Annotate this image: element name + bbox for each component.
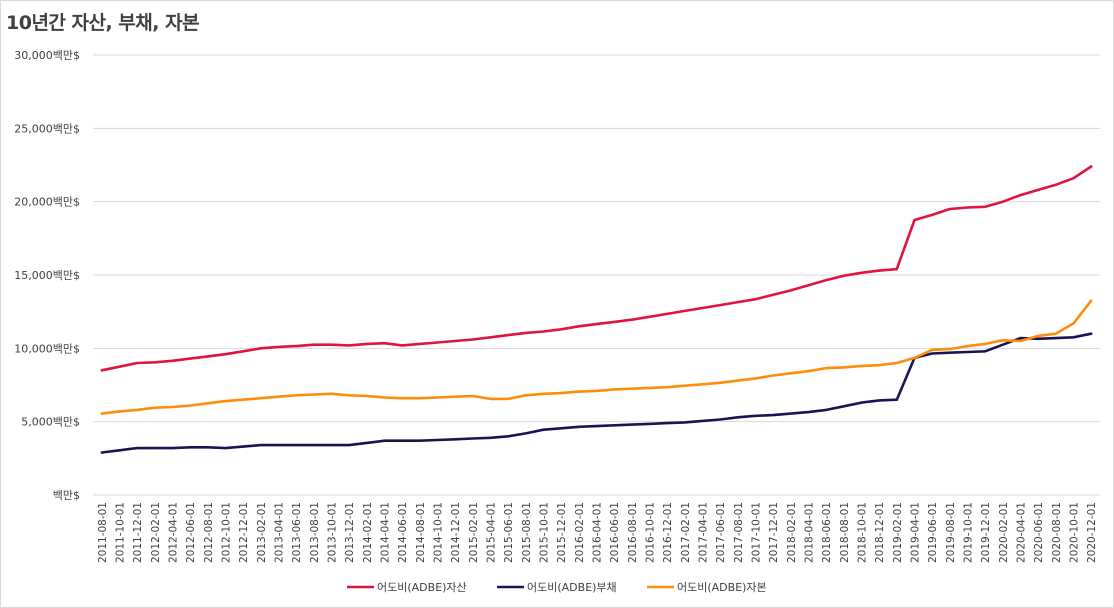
x-tick-label: 2020-08-01 — [1051, 502, 1063, 563]
x-tick-label: 2017-02-01 — [680, 502, 692, 563]
x-tick-label: 2014-06-01 — [397, 502, 409, 563]
x-tick-label: 2013-08-01 — [309, 502, 321, 563]
legend-label: 어도비(ADBE)자본 — [677, 581, 767, 594]
x-tick-label: 2018-12-01 — [874, 502, 886, 563]
legend-label: 어도비(ADBE)부채 — [527, 581, 617, 594]
x-tick-label: 2019-06-01 — [927, 502, 939, 563]
series-line — [100, 165, 1093, 372]
x-tick-label: 2015-06-01 — [503, 502, 515, 563]
x-tick-label: 2011-12-01 — [132, 502, 144, 563]
x-tick-label: 2012-12-01 — [238, 502, 250, 563]
legend: 어도비(ADBE)자산 어도비(ADBE)부채 어도비(ADBE)자본 — [347, 581, 767, 594]
x-tick-label: 2019-08-01 — [945, 502, 957, 563]
x-tick-label: 2015-12-01 — [556, 502, 568, 563]
x-tick-label: 2017-06-01 — [715, 502, 727, 563]
x-tick-label: 2019-02-01 — [892, 502, 904, 563]
x-tick-label: 2014-02-01 — [362, 502, 374, 563]
x-tick-label: 2017-10-01 — [751, 502, 763, 563]
x-tick-label: 2012-06-01 — [185, 502, 197, 563]
x-tick-label: 2016-04-01 — [592, 502, 604, 563]
x-tick-label: 2020-10-01 — [1069, 502, 1081, 563]
x-tick-label: 2014-08-01 — [415, 502, 427, 563]
legend-label: 어도비(ADBE)자산 — [377, 581, 467, 594]
x-tick-label: 2016-08-01 — [627, 502, 639, 563]
x-tick-label: 2015-04-01 — [486, 502, 498, 563]
x-tick-label: 2012-10-01 — [221, 502, 233, 563]
x-tick-label: 2020-02-01 — [998, 502, 1010, 563]
y-tick-label: 백만$ — [53, 489, 80, 502]
series-line — [100, 332, 1093, 454]
x-tick-label: 2020-12-01 — [1086, 502, 1098, 563]
x-tick-label: 2014-04-01 — [380, 502, 392, 563]
gridlines — [93, 54, 1100, 496]
x-tick-label: 2013-06-01 — [291, 502, 303, 563]
chart-title: 10년간 자산, 부채, 자본 — [6, 12, 200, 34]
series-line — [100, 299, 1093, 415]
x-tick-label: 2015-10-01 — [539, 502, 551, 563]
x-tick-label: 2015-02-01 — [468, 502, 480, 563]
x-tick-label: 2016-10-01 — [645, 502, 657, 563]
x-tick-label: 2018-08-01 — [839, 502, 851, 563]
x-tick-label: 2013-04-01 — [274, 502, 286, 563]
x-tick-label: 2019-12-01 — [980, 502, 992, 563]
x-tick-label: 2020-06-01 — [1033, 502, 1045, 563]
y-axis: 30,000백만$ 25,000백만$ 20,000백만$ 15,000백만$ 10,0… — [14, 49, 80, 502]
y-tick-label: 15,000백만$ — [14, 269, 80, 282]
x-tick-label: 2012-08-01 — [203, 502, 215, 563]
x-axis: 2011-08-01 2011-10-01 2011-12-01 2012-02-01… — [97, 502, 1098, 563]
x-tick-label: 2020-04-01 — [1016, 502, 1028, 563]
x-tick-label: 2013-02-01 — [256, 502, 268, 563]
y-tick-label: 25,000백만$ — [14, 122, 80, 135]
x-tick-label: 2011-10-01 — [115, 502, 127, 563]
x-tick-label: 2018-04-01 — [804, 502, 816, 563]
x-tick-label: 2014-10-01 — [433, 502, 445, 563]
x-tick-label: 2016-06-01 — [609, 502, 621, 563]
x-tick-label: 2014-12-01 — [450, 502, 462, 563]
series-lines — [100, 165, 1093, 454]
x-tick-label: 2018-10-01 — [857, 502, 869, 563]
x-tick-label: 2016-12-01 — [662, 502, 674, 563]
x-tick-label: 2013-10-01 — [327, 502, 339, 563]
x-tick-label: 2012-04-01 — [168, 502, 180, 563]
x-tick-label: 2015-08-01 — [521, 502, 533, 563]
x-tick-label: 2019-10-01 — [963, 502, 975, 563]
x-tick-label: 2011-08-01 — [97, 502, 109, 563]
x-tick-label: 2017-08-01 — [733, 502, 745, 563]
x-tick-label: 2018-02-01 — [786, 502, 798, 563]
y-tick-label: 20,000백만$ — [14, 196, 80, 209]
y-tick-label: 30,000백만$ — [14, 49, 80, 62]
y-tick-label: 5,000백만$ — [21, 416, 80, 429]
x-tick-label: 2018-06-01 — [821, 502, 833, 563]
x-tick-label: 2016-02-01 — [574, 502, 586, 563]
x-tick-label: 2012-02-01 — [150, 502, 162, 563]
x-tick-label: 2017-12-01 — [768, 502, 780, 563]
y-tick-label: 10,000백만$ — [14, 342, 80, 355]
x-tick-label: 2019-04-01 — [910, 502, 922, 563]
x-tick-label: 2017-04-01 — [698, 502, 710, 563]
x-tick-label: 2013-12-01 — [344, 502, 356, 563]
